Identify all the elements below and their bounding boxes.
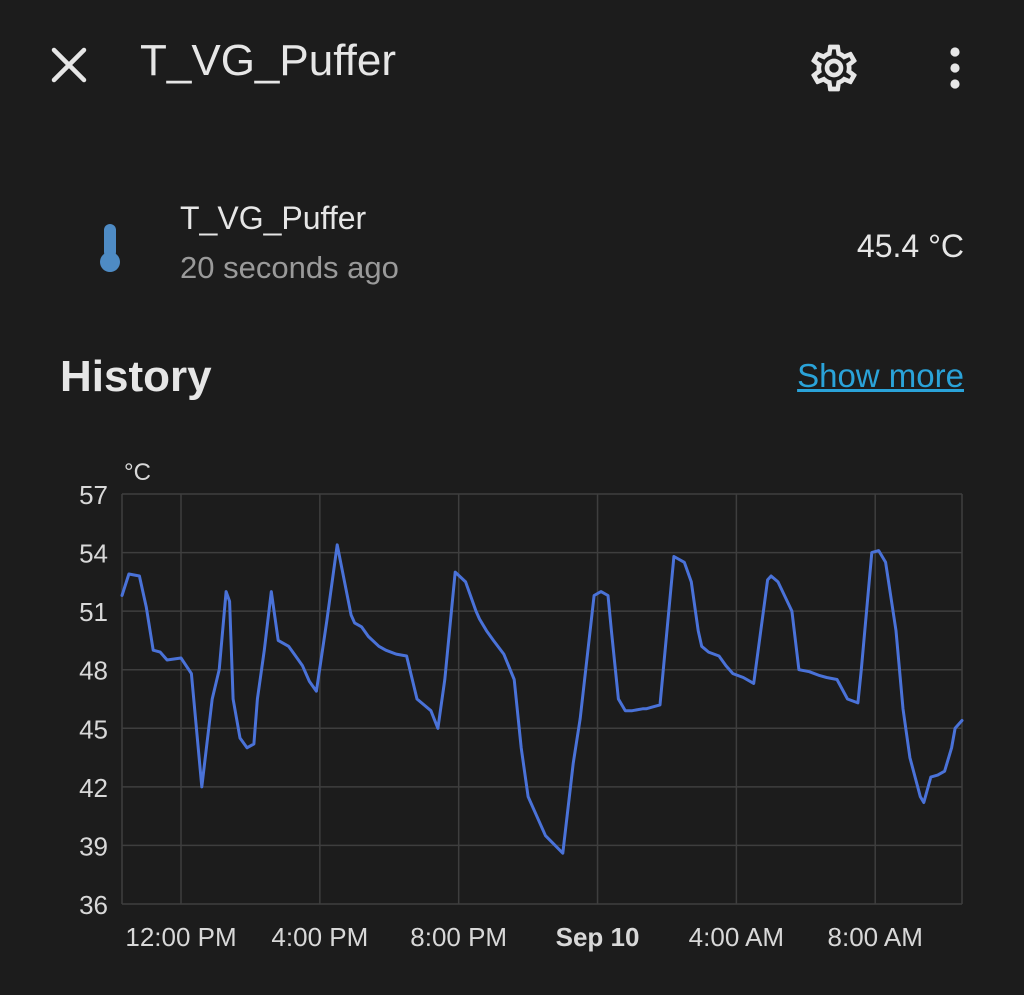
y-tick-label: 36 [79, 890, 108, 920]
x-tick-label: Sep 10 [556, 922, 640, 952]
close-button[interactable] [44, 40, 96, 92]
more-options-button[interactable] [930, 40, 980, 96]
x-tick-label: 8:00 AM [828, 922, 923, 952]
entity-state-value: 45.4 °C [856, 228, 964, 264]
y-tick-label: 39 [79, 831, 108, 861]
x-tick-label: 12:00 PM [125, 922, 236, 952]
settings-button[interactable] [806, 40, 862, 96]
more-vertical-icon [950, 47, 960, 89]
thermometer-icon [92, 222, 128, 274]
y-tick-label: 57 [79, 480, 108, 510]
y-tick-label: 51 [79, 597, 108, 627]
entity-name: T_VG_Puffer [180, 200, 367, 236]
y-tick-label: 48 [79, 656, 108, 686]
dialog-title: T_VG_Puffer [140, 36, 396, 85]
y-tick-label: 54 [79, 539, 108, 569]
close-icon [51, 47, 87, 83]
history-chart[interactable]: 57 54 51 48 45 42 39 36 12:00 PM 4:00 PM 8:00 PM Se… [0, 450, 1024, 960]
history-heading: History [60, 352, 212, 401]
show-more-link[interactable]: Show more [797, 357, 964, 394]
y-unit-label: °C [124, 459, 151, 486]
y-tick-label: 45 [79, 714, 108, 744]
y-tick-label: 42 [79, 773, 108, 803]
x-tick-label: 8:00 PM [410, 922, 507, 952]
series-line [120, 543, 964, 855]
entity-row[interactable]: T_VG_Puffer 20 seconds ago 45.4 °C [0, 190, 1024, 300]
entity-last-changed: 20 seconds ago [180, 250, 399, 285]
top-app-bar: T_VG_Puffer [0, 0, 1024, 130]
x-tick-label: 4:00 AM [689, 922, 784, 952]
gear-icon [811, 44, 857, 92]
x-tick-label: 4:00 PM [271, 922, 368, 952]
